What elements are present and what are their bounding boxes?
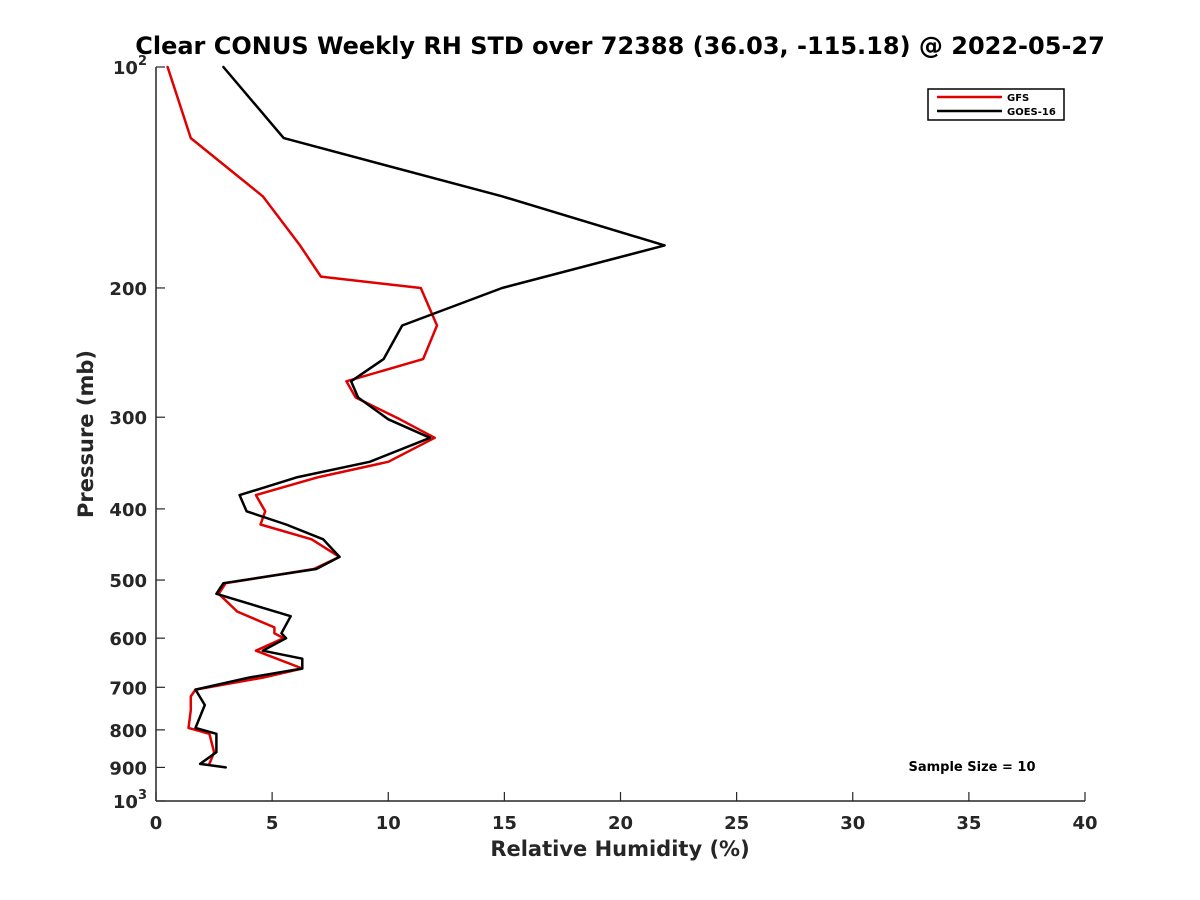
y-tick-label: 600	[109, 629, 147, 650]
x-axis-ticks: 0 5 10 15 20 25 30 35 40	[150, 792, 1098, 834]
legend-label-gfs: GFS	[1007, 93, 1029, 104]
plot-area: 0 5 10 15 20 25 30 35 40 102 200 300 400 500 600 700 80…	[109, 54, 1097, 834]
y-axis-label: Pressure (mb)	[74, 350, 98, 518]
x-tick-label: 35	[956, 813, 981, 834]
y-tick-label: 103	[113, 788, 147, 813]
y-tick-label: 102	[113, 54, 147, 79]
x-tick-label: 30	[840, 813, 865, 834]
y-tick-label: 700	[109, 678, 147, 699]
y-tick-label: 900	[109, 758, 147, 779]
y-axis-ticks: 102 200 300 400 500 600 700 800 900 103	[109, 54, 165, 813]
x-axis-label: Relative Humidity (%)	[490, 837, 749, 861]
legend: GFS GOES-16	[927, 88, 1065, 121]
x-tick-label: 20	[608, 813, 633, 834]
x-tick-label: 10	[376, 813, 401, 834]
legend-label-goes16: GOES-16	[1007, 107, 1056, 118]
y-tick-label: 400	[109, 500, 147, 521]
sample-size-annotation: Sample Size = 10	[908, 760, 1035, 775]
x-tick-label: 40	[1072, 813, 1097, 834]
series-lines	[166, 65, 666, 769]
y-tick-label: 800	[109, 721, 147, 742]
y-tick-label: 300	[109, 408, 147, 429]
x-tick-label: 25	[724, 813, 749, 834]
legend-box	[927, 88, 1065, 121]
x-tick-label: 5	[266, 813, 279, 834]
y-tick-label: 200	[109, 279, 147, 300]
x-tick-label: 15	[492, 813, 517, 834]
chart-title: Clear CONUS Weekly RH STD over 72388 (36…	[135, 32, 1105, 60]
y-tick-label: 500	[109, 571, 147, 592]
x-tick-label: 0	[150, 813, 163, 834]
series-line-goes16	[194, 65, 666, 769]
